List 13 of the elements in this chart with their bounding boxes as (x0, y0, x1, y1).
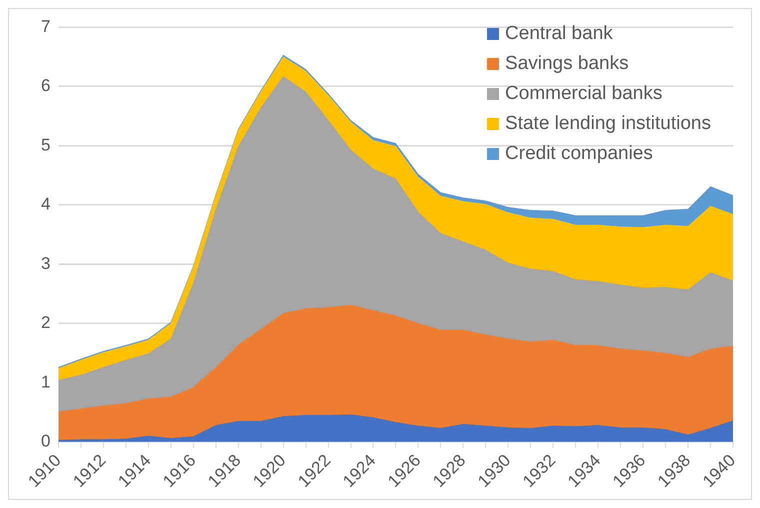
y-tick-label: 1 (40, 372, 50, 392)
y-tick-label: 5 (40, 135, 50, 154)
y-tick-label: 3 (40, 254, 50, 273)
legend-label: Central bank (505, 23, 613, 45)
y-tick-label: 2 (40, 313, 50, 332)
y-tick-label: 0 (40, 432, 50, 451)
legend-label: Credit companies (505, 143, 653, 165)
legend-label: Commercial banks (505, 83, 662, 105)
y-tick-label: 7 (40, 16, 50, 36)
legend-label: Savings banks (505, 53, 629, 75)
y-tick-label: 4 (40, 194, 50, 214)
legend-label: State lending institutions (505, 113, 711, 135)
y-tick-label: 6 (40, 76, 50, 96)
